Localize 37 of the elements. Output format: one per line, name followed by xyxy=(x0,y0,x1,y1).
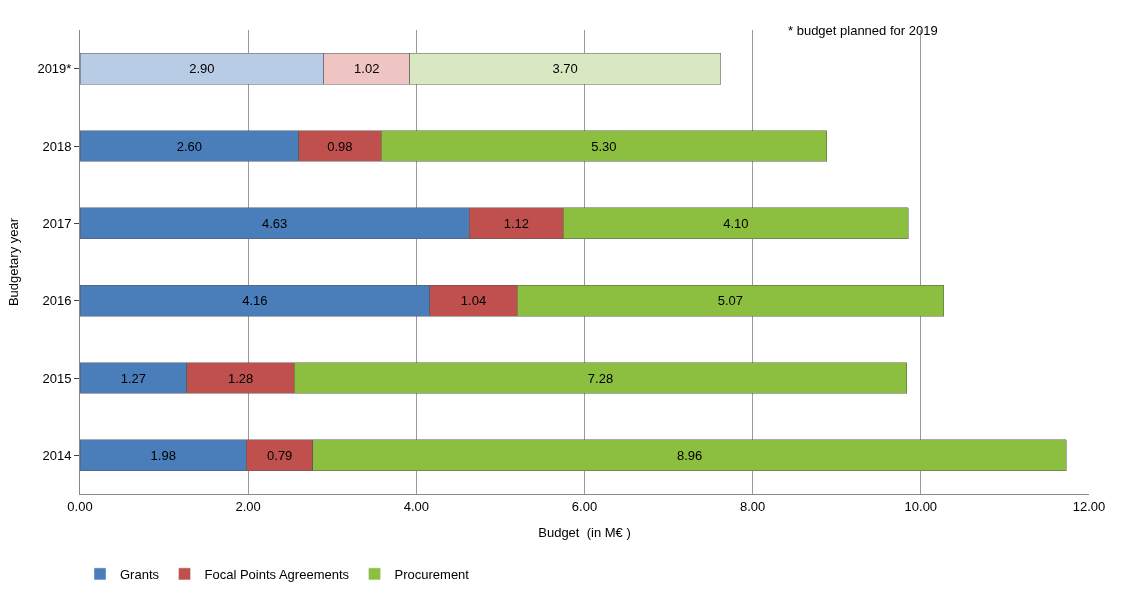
x-tick-label: 10.00 xyxy=(904,498,938,514)
data-label: 0.98 xyxy=(327,138,353,154)
data-label: 4.10 xyxy=(723,215,749,231)
data-label: 2.60 xyxy=(176,138,202,154)
y-tick-label: 2016 xyxy=(42,293,72,309)
x-tick-label: 4.00 xyxy=(403,498,429,514)
data-label: 1.27 xyxy=(120,370,147,386)
data-label: 1.12 xyxy=(503,215,530,231)
data-label: 3.70 xyxy=(552,61,578,77)
data-label: 2.90 xyxy=(189,61,215,77)
data-label: 1.02 xyxy=(354,61,380,77)
legend-label: Procurement xyxy=(394,566,470,582)
x-tick-label: 8.00 xyxy=(740,498,766,514)
y-axis-title: Budgetary year xyxy=(6,217,22,307)
data-label: 5.30 xyxy=(591,138,617,154)
x-tick-label: 12.00 xyxy=(1072,498,1106,514)
x-tick-label: 0.00 xyxy=(67,498,93,514)
y-tick-label: 2014 xyxy=(42,447,72,463)
data-label: 4.16 xyxy=(242,293,268,309)
data-label: 0.79 xyxy=(267,447,293,463)
data-label: 1.04 xyxy=(460,293,487,309)
data-label: 1.98 xyxy=(150,447,176,463)
y-tick-label: 2015 xyxy=(42,370,72,386)
data-label: 7.28 xyxy=(587,370,614,386)
legend-label: Focal Points Agreements xyxy=(204,566,350,582)
data-label: 8.96 xyxy=(676,447,703,463)
x-tick-label: 6.00 xyxy=(571,498,598,514)
data-label: 4.63 xyxy=(262,215,288,231)
data-label: 1.28 xyxy=(227,370,254,386)
y-tick-label: 2019* xyxy=(37,61,72,77)
legend-label: Grants xyxy=(120,566,160,582)
y-tick-label: 2017 xyxy=(42,215,72,231)
y-tick-label: 2018 xyxy=(42,138,72,154)
x-tick-label: 2.00 xyxy=(235,498,261,514)
data-label: 5.07 xyxy=(717,293,744,309)
annotation: * budget planned for 2019 xyxy=(788,23,938,38)
x-axis-title: Budget (in M€ ) xyxy=(538,525,631,541)
